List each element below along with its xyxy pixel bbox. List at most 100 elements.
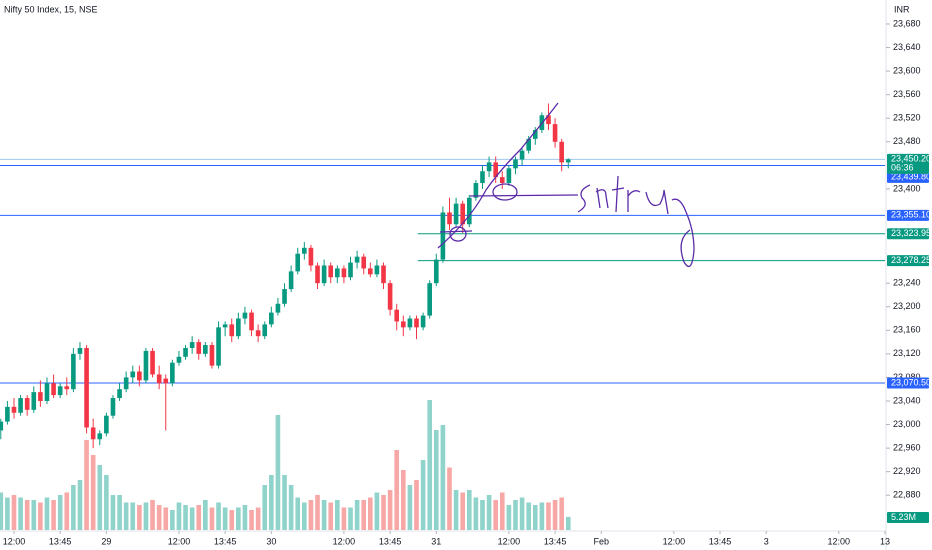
volume-bar (262, 485, 268, 530)
candle-body (183, 347, 188, 357)
candle-body (110, 398, 116, 416)
candle-body (222, 324, 228, 328)
volume-bar (275, 415, 281, 530)
volume-bar (295, 497, 301, 530)
x-tick-label: 29 (101, 536, 111, 546)
hand-drawing (437, 102, 695, 268)
candle-body (77, 347, 83, 354)
x-tick-label: 12:00 (168, 536, 191, 546)
volume-bar (466, 490, 472, 530)
price-badge-label: 23,278.25 (891, 255, 931, 265)
candle-body (150, 350, 155, 375)
volume-bar (473, 497, 479, 530)
currency: INR (894, 4, 910, 14)
candle-body (453, 203, 459, 225)
price-badge (887, 228, 929, 240)
volume-bar (460, 492, 466, 530)
candle-body (24, 398, 30, 410)
candle-body (486, 162, 492, 172)
volume-bar (368, 497, 373, 530)
price-badge (887, 209, 929, 221)
y-tick-label: 22,880 (893, 490, 921, 500)
candle-body (552, 124, 558, 142)
volume-bar (229, 510, 235, 530)
candle-body (143, 350, 149, 381)
volume-bar (130, 502, 136, 530)
price-badge-label: 23,070.50 (891, 377, 931, 387)
candle-body (493, 162, 498, 178)
volume-bar (407, 485, 413, 530)
price-badge (887, 153, 929, 174)
volume-bar (44, 497, 50, 530)
candle-body (242, 312, 248, 319)
x-tick-label: 13:45 (49, 536, 72, 546)
candle-body (420, 315, 426, 328)
x-tick-label: 12:00 (333, 536, 356, 546)
y-tick-label: 23,600 (893, 65, 921, 75)
volume-bar (123, 502, 129, 530)
volume-bar (0, 492, 4, 530)
volume-bar (381, 495, 386, 530)
candle-body (176, 356, 182, 363)
candle-body (137, 371, 142, 381)
candles-layer (0, 103, 571, 449)
candle-body (31, 392, 37, 410)
volume-bar (499, 492, 505, 530)
volume-bar (203, 500, 208, 530)
x-tick-label: 13 (880, 536, 890, 546)
candle-body (546, 115, 551, 125)
volume-bar (480, 500, 485, 530)
candle-body (400, 321, 406, 328)
x-tick-label: 13:45 (214, 536, 237, 546)
candle-body (229, 324, 235, 337)
candle-body (236, 318, 241, 337)
volume-bar (31, 500, 37, 530)
volume-bar (486, 495, 492, 530)
y-tick-label: 23,680 (893, 18, 921, 28)
volume-bar (539, 502, 545, 530)
volume-bar (51, 500, 56, 530)
volume-bar (493, 500, 498, 530)
candle-body (156, 374, 162, 384)
x-tick-label: 30 (266, 536, 276, 546)
volume-bar (506, 505, 512, 530)
volume-bar (427, 400, 433, 530)
volume-bar (546, 502, 551, 530)
candle-body (275, 303, 281, 313)
y-tick-label: 23,080 (893, 372, 921, 382)
volume-bar (394, 450, 400, 530)
candle-body (64, 386, 70, 390)
volume-bar (104, 475, 109, 530)
volume-bar (97, 465, 103, 530)
x-tick-label: 12:00 (498, 536, 521, 546)
hand-text (577, 175, 687, 215)
volume-bar (288, 485, 294, 530)
y-tick-label: 23,120 (893, 348, 921, 358)
volume-bar (302, 502, 307, 530)
candle-body (387, 283, 393, 310)
volume-bar (400, 470, 406, 530)
y-tick-label: 23,040 (893, 395, 921, 405)
candle-body (18, 398, 23, 413)
volume-bar (321, 500, 327, 530)
candle-body (269, 312, 274, 325)
volume-bar (38, 502, 43, 530)
candle-body (249, 312, 254, 331)
volume-bar (255, 507, 261, 530)
volume-bar (513, 500, 518, 530)
volume-bar (387, 490, 393, 530)
candle-body (216, 327, 221, 366)
candle-body (381, 265, 386, 284)
volume-bar (282, 475, 287, 530)
volume-bar (249, 510, 254, 530)
candle-body (506, 168, 512, 184)
volume-bar (64, 492, 70, 530)
volume-bar (216, 502, 221, 530)
candle-body (288, 271, 294, 290)
candle-body (5, 406, 10, 422)
price-badge-label: 23,323.95 (891, 228, 931, 238)
volume-bar (335, 500, 340, 530)
hand-circle (492, 183, 518, 201)
volume-bar (341, 507, 347, 530)
